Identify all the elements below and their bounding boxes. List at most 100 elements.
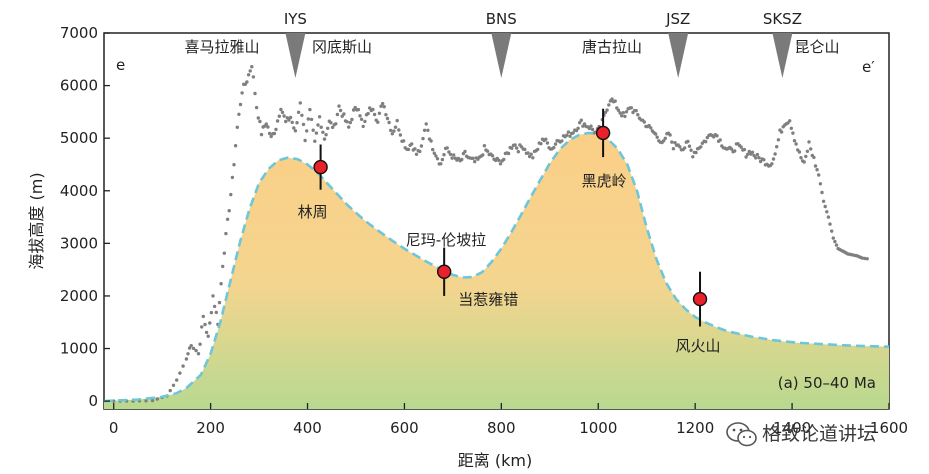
topography-dot: [398, 133, 403, 137]
suture-markers: IYS BNS JSZ SKSZ: [284, 10, 802, 78]
topography-dot: [809, 147, 813, 151]
sample-point-label: 林周: [298, 203, 328, 221]
topography-dot: [171, 383, 176, 387]
topography-dot: [214, 310, 218, 315]
topography-dot: [689, 148, 693, 152]
topography-dot: [229, 192, 233, 197]
topography-dot: [576, 126, 580, 130]
topography-dot: [529, 152, 533, 156]
topography-dot: [274, 127, 278, 132]
topography-dot: [203, 322, 207, 327]
sample-point-label: 风火山: [675, 337, 720, 355]
topography-dot: [432, 151, 436, 155]
topography-dot: [380, 101, 385, 106]
topography-dot: [571, 131, 575, 135]
topography-dot: [155, 397, 159, 401]
topography-dot: [235, 125, 239, 129]
topography-dot: [589, 124, 593, 128]
topography-dot: [560, 139, 564, 143]
paleo-fill-layer: [104, 132, 889, 409]
topography-dot: [771, 157, 776, 161]
topography-dot: [358, 114, 362, 118]
topography-dot: [314, 131, 319, 135]
topography-dot: [678, 145, 682, 149]
topography-dot: [240, 91, 244, 95]
topography-dot: [421, 136, 425, 141]
topography-dot: [754, 156, 758, 160]
topography-dot: [350, 117, 354, 122]
topography-dot: [694, 150, 698, 155]
topography-dot: [610, 97, 614, 101]
suture-triangle: [491, 33, 512, 78]
topography-dot: [382, 105, 386, 109]
topography-dot: [755, 152, 760, 157]
topography-dot: [326, 126, 330, 130]
topography-dot: [744, 155, 748, 159]
topography-dot: [663, 136, 667, 140]
paleo-elevation-series: [103, 131, 890, 403]
topography-dot: [256, 116, 260, 120]
y-tick-label: 4000: [60, 182, 98, 200]
panel-label: (a) 50–40 Ma: [778, 374, 876, 392]
topography-dot: [691, 155, 695, 159]
topography-dot: [245, 80, 249, 84]
topography-dot: [184, 357, 189, 361]
topography-dot: [237, 112, 241, 117]
topography-dot: [334, 122, 338, 126]
topography-dot: [363, 119, 367, 124]
topography-dot: [187, 346, 192, 350]
paleo-elevation-fill: [104, 132, 889, 409]
topography-dot: [267, 131, 272, 136]
topography-dot: [485, 149, 490, 153]
topography-dot: [815, 168, 819, 172]
topography-dot: [649, 126, 653, 130]
paleo-elevation-line: [103, 131, 890, 403]
topography-dot: [450, 156, 454, 160]
topography-dot: [303, 138, 307, 143]
sample-point-label: 当惹雍错: [458, 291, 518, 309]
topography-dot: [553, 142, 558, 146]
topography-dot: [356, 107, 361, 112]
topography-dot: [544, 137, 548, 141]
topography-dot: [618, 111, 622, 115]
topography-dot: [206, 334, 210, 338]
topography-dot: [191, 346, 196, 351]
topography-dot: [224, 231, 228, 236]
topography-dot: [516, 150, 520, 154]
topography-dot: [860, 256, 864, 260]
suture-triangle: [285, 33, 306, 78]
topography-dot: [284, 119, 288, 124]
topography-dot: [683, 146, 687, 150]
topography-dot: [258, 119, 262, 124]
y-tick-label: 1000: [60, 340, 98, 358]
topography-dot: [565, 133, 569, 137]
topography-dot: [742, 147, 747, 152]
topography-dot: [578, 121, 582, 125]
x-tick-label: 1400: [773, 419, 811, 437]
topography-dot: [439, 162, 443, 166]
topography-dot: [298, 101, 302, 105]
terrane-label-tanggula: 唐古拉山: [582, 38, 642, 56]
topography-dot: [424, 122, 428, 126]
topography-dot: [794, 142, 798, 146]
topography-dot: [251, 75, 256, 79]
topography-dot: [746, 152, 750, 156]
topography-dot: [668, 133, 672, 137]
topography-dot: [655, 135, 659, 139]
topography-dot: [471, 156, 475, 160]
topography-dot: [264, 122, 268, 126]
y-tick-label: 2000: [60, 287, 98, 305]
topography-dot: [296, 110, 301, 115]
topography-dot: [523, 147, 527, 152]
topography-dot: [497, 158, 501, 163]
topography-dot: [250, 65, 254, 69]
topography-dot: [613, 99, 617, 103]
topography-dot: [539, 142, 543, 146]
topography-dot: [330, 125, 335, 130]
topography-dot: [582, 122, 587, 126]
topography-dot: [392, 129, 396, 133]
topography-dot: [642, 120, 646, 124]
topography-dot: [531, 156, 535, 160]
sample-point: [436, 264, 452, 279]
topography-dot: [607, 103, 611, 107]
